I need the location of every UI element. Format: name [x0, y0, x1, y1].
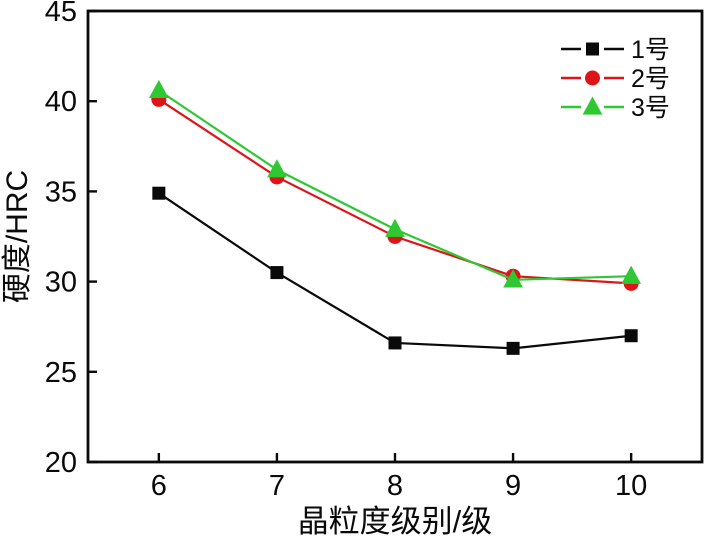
y-tick-label: 20 — [45, 447, 77, 479]
x-tick-label: 7 — [269, 470, 285, 502]
marker-square — [270, 266, 284, 280]
marker-triangle — [621, 265, 642, 284]
series-1 — [152, 186, 638, 355]
marker-square — [152, 186, 166, 200]
x-tick-label: 10 — [615, 470, 647, 502]
marker-square — [388, 336, 402, 350]
legend-marker — [585, 70, 600, 86]
y-tick-label: 30 — [45, 267, 77, 299]
x-tick-label: 8 — [387, 470, 403, 502]
series-line — [158, 192, 632, 350]
x-tick-label: 9 — [505, 470, 521, 502]
series-line — [158, 89, 632, 281]
series-2 — [151, 91, 639, 291]
y-tick-label: 35 — [45, 176, 77, 208]
legend-marker — [582, 96, 603, 115]
x-axis-title: 晶粒度级别/级 — [298, 504, 493, 539]
y-tick-label: 45 — [45, 0, 77, 28]
marker-square — [506, 341, 520, 355]
legend-marker — [586, 42, 599, 56]
legend-entry-2: 2号 — [561, 65, 670, 93]
marker-triangle — [385, 218, 405, 237]
series-line — [158, 98, 632, 285]
legend-label: 3号 — [631, 94, 670, 122]
legend-label: 1号 — [631, 36, 670, 64]
y-tick-label: 40 — [45, 86, 77, 118]
marker-triangle — [267, 159, 287, 178]
y-tick-label: 25 — [45, 357, 77, 389]
legend-label: 2号 — [631, 65, 670, 93]
marker-triangle — [503, 269, 523, 288]
y-axis-title: 硬度/HRC — [1, 170, 34, 303]
series-3 — [148, 79, 642, 288]
x-tick-label: 6 — [151, 470, 167, 502]
marker-triangle — [148, 79, 169, 99]
legend-entry-3: 3号 — [561, 94, 670, 122]
legend-entry-1: 1号 — [561, 36, 670, 64]
marker-square — [624, 329, 638, 343]
